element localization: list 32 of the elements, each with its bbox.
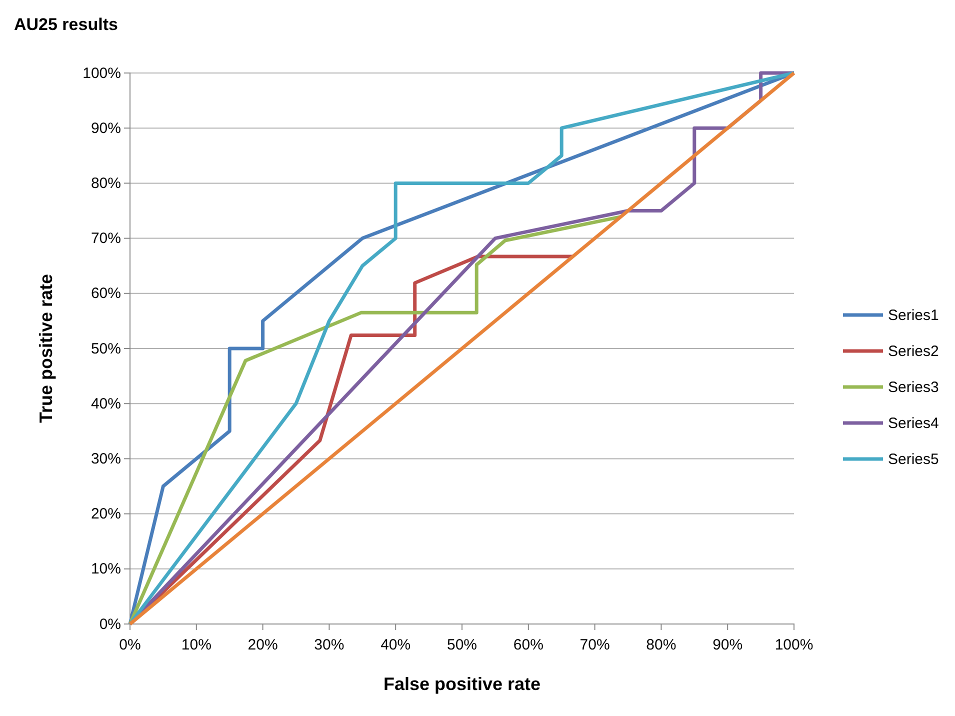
x-tick-label: 40% bbox=[380, 636, 411, 654]
legend-label: Series2 bbox=[888, 343, 939, 360]
y-tick-label: 30% bbox=[90, 450, 121, 468]
y-tick-label: 0% bbox=[99, 616, 121, 633]
y-tick-label: 90% bbox=[90, 120, 121, 137]
y-tick-label: 60% bbox=[90, 285, 121, 302]
x-tick-label: 10% bbox=[181, 636, 212, 654]
x-tick-label: 60% bbox=[513, 636, 544, 654]
chart-title: AU25 results bbox=[14, 15, 118, 34]
legend-label: Series1 bbox=[888, 307, 939, 324]
x-tick-label: 50% bbox=[446, 636, 478, 654]
x-tick-label: 70% bbox=[580, 636, 610, 654]
x-tick-label: 100% bbox=[774, 636, 814, 654]
legend-label: Series5 bbox=[888, 451, 939, 468]
y-tick-label: 20% bbox=[90, 506, 121, 523]
x-tick-label: 80% bbox=[646, 636, 676, 654]
line-series bbox=[128, 71, 796, 626]
legend-label: Series4 bbox=[888, 415, 939, 432]
line-series bbox=[128, 215, 622, 626]
y-axis-title: True positive rate bbox=[36, 274, 56, 424]
legend-label: Series3 bbox=[888, 379, 939, 396]
y-tick-label: 100% bbox=[82, 64, 121, 82]
y-tick-label: 70% bbox=[90, 230, 121, 248]
x-axis-title: False positive rate bbox=[383, 674, 541, 694]
y-tick-label: 50% bbox=[90, 340, 121, 358]
x-tick-label: 90% bbox=[712, 636, 743, 654]
x-tick-label: 0% bbox=[119, 636, 141, 654]
y-tick-label: 10% bbox=[90, 560, 121, 578]
x-tick-label: 30% bbox=[314, 636, 344, 654]
y-tick-label: 80% bbox=[90, 175, 121, 192]
y-tick-label: 40% bbox=[90, 395, 121, 412]
x-tick-label: 20% bbox=[248, 636, 278, 654]
